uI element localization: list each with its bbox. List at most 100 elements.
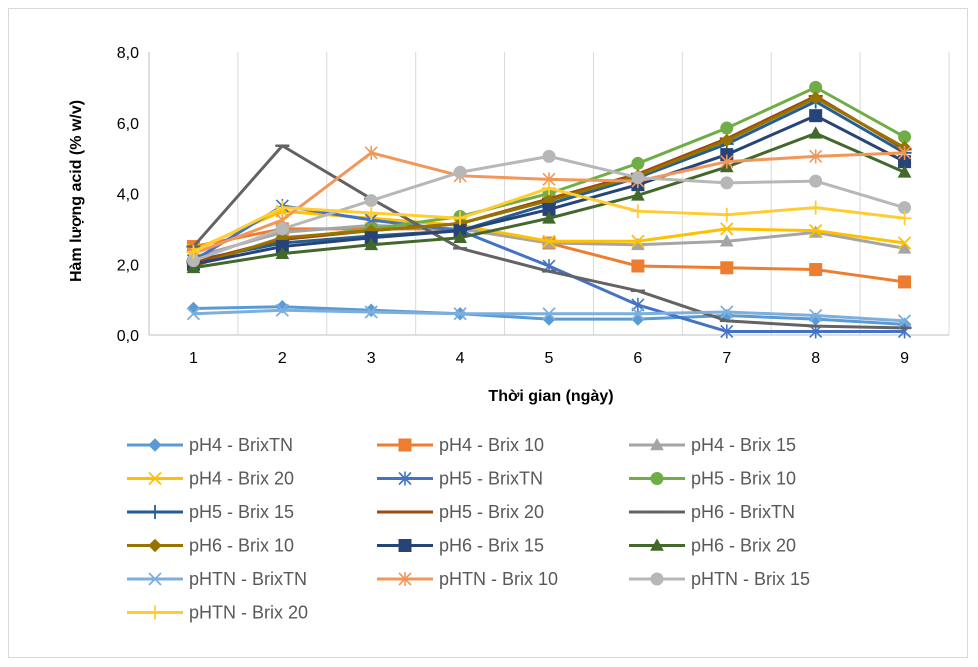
data-point <box>809 308 823 323</box>
legend-item-5: pH5 - Brix 10 <box>629 469 796 489</box>
legend-item-6: pH5 - Brix 15 <box>127 502 294 522</box>
data-point <box>631 171 645 185</box>
series-14 <box>186 149 912 268</box>
data-point <box>542 211 556 224</box>
y-tick-label: 4,0 <box>117 187 139 204</box>
legend-item-3: pH4 - Brix 20 <box>127 469 294 489</box>
data-point <box>809 109 823 123</box>
data-point <box>808 200 823 215</box>
legend-marker <box>398 438 412 452</box>
data-point <box>897 145 912 160</box>
legend-label: pH5 - BrixTN <box>439 469 543 489</box>
data-point <box>364 303 378 317</box>
legend-marker <box>148 605 162 620</box>
legend-item-10: pH6 - Brix 15 <box>377 536 544 556</box>
data-point <box>720 305 734 319</box>
data-point <box>898 275 912 289</box>
data-point <box>808 91 823 105</box>
data-point <box>897 211 912 226</box>
data-point <box>720 176 734 190</box>
x-axis-title: Thời gian (ngày) <box>488 388 613 405</box>
data-point <box>720 261 734 275</box>
data-point <box>809 224 823 238</box>
data-point <box>897 236 912 250</box>
data-point <box>275 246 290 259</box>
data-point <box>631 234 645 248</box>
data-point <box>542 181 556 196</box>
legend: pH4 - BrixTN pH4 - Brix 10 pH4 - Brix 15 pH… <box>127 435 810 623</box>
data-point <box>364 194 378 208</box>
data-point <box>719 207 734 222</box>
legend-item-7: pH5 - Brix 20 <box>377 502 544 522</box>
x-tick-label: 7 <box>722 350 731 367</box>
legend-item-8: pH6 - BrixTN <box>629 502 795 522</box>
chart-frame: 0,0 2,0 4,0 6,0 8,0 1 2 3 4 5 6 7 8 9 pH4 - BrixTN pH4… <box>8 8 968 658</box>
data-point <box>275 303 289 317</box>
y-tick-label: 2,0 <box>117 257 139 274</box>
series-11 <box>186 126 912 274</box>
data-point <box>186 307 201 321</box>
data-point <box>720 133 734 148</box>
data-point <box>186 244 201 259</box>
legend-label: pH4 - Brix 10 <box>439 435 544 455</box>
legend-label: pH5 - Brix 10 <box>691 469 796 489</box>
data-point <box>453 230 467 244</box>
legend-item-2: pH4 - Brix 15 <box>629 435 796 455</box>
legend-item-12: pHTN - BrixTN <box>127 569 307 589</box>
legend-item-9: pH6 - Brix 10 <box>127 536 294 556</box>
legend-marker <box>650 472 664 485</box>
x-tick-label: 1 <box>189 350 198 367</box>
data-point <box>809 263 823 277</box>
x-tick-label: 5 <box>545 350 554 367</box>
data-point <box>453 165 467 179</box>
legend-label: pH6 - Brix 15 <box>439 536 544 556</box>
data-point <box>631 307 645 321</box>
x-tick-label: 9 <box>900 350 909 367</box>
legend-marker <box>650 437 664 451</box>
y-axis-title: Hàm lượng acid (% w/v) <box>68 100 85 282</box>
legend-marker <box>650 538 664 551</box>
data-point <box>897 241 912 254</box>
data-point <box>897 165 912 178</box>
data-point <box>542 149 556 163</box>
data-point <box>630 204 645 219</box>
data-point <box>720 324 734 339</box>
axes: 0,0 2,0 4,0 6,0 8,0 1 2 3 4 5 6 7 8 9 <box>117 45 949 367</box>
data-point <box>720 154 734 169</box>
legend-marker <box>398 471 412 486</box>
legend-marker <box>650 572 664 586</box>
series-15 <box>186 181 912 259</box>
x-tick-label: 8 <box>811 350 820 367</box>
y-tick-label: 0,0 <box>117 328 139 345</box>
legend-marker <box>398 572 412 586</box>
legend-marker <box>148 538 162 553</box>
legend-marker <box>148 438 162 452</box>
legend-label: pHTN - Brix 10 <box>439 569 558 589</box>
data-point <box>364 237 379 251</box>
legend-label: pHTN - BrixTN <box>189 569 307 589</box>
x-tick-label: 3 <box>367 350 376 367</box>
data-point <box>364 145 378 160</box>
legend-label: pH4 - BrixTN <box>189 435 293 455</box>
legend-marker <box>148 572 162 586</box>
data-point <box>275 200 290 215</box>
legend-item-13: pHTN - Brix 10 <box>377 569 558 589</box>
legend-label: pH5 - Brix 15 <box>189 502 294 522</box>
legend-item-14: pHTN - Brix 15 <box>629 569 810 589</box>
data-point <box>364 305 378 319</box>
legend-label: pH6 - BrixTN <box>691 502 795 522</box>
legend-item-4: pH5 - BrixTN <box>377 469 543 489</box>
data-point <box>720 121 734 135</box>
legend-item-11: pH6 - Brix 20 <box>629 536 796 556</box>
data-point <box>631 259 645 273</box>
legend-label: pHTN - Brix 20 <box>189 603 308 623</box>
y-tick-label: 8,0 <box>117 45 139 62</box>
legend-label: pH6 - Brix 10 <box>189 536 294 556</box>
legend-marker <box>148 505 162 519</box>
legend-label: pH4 - Brix 20 <box>189 469 294 489</box>
data-point <box>453 307 467 321</box>
data-point <box>809 174 823 188</box>
legend-marker <box>398 539 412 552</box>
data-point <box>720 222 734 236</box>
legend-item-15: pHTN - Brix 20 <box>127 603 308 623</box>
